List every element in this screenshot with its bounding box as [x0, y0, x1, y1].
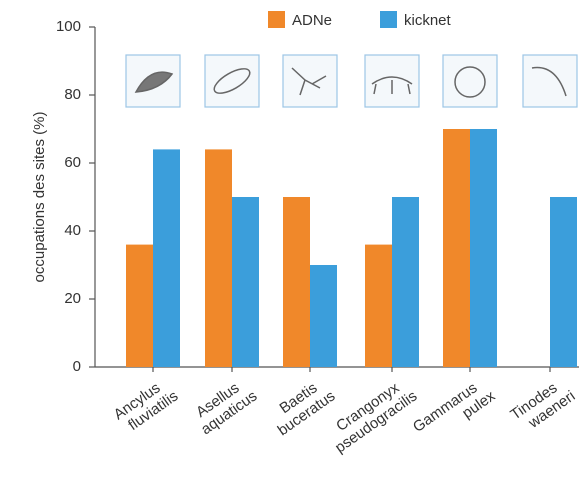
x-tick-label: Gammaruspulex — [410, 373, 499, 449]
bar — [153, 149, 180, 367]
x-tick-label: Tinodeswaeneri — [507, 374, 578, 438]
bar — [365, 244, 392, 367]
y-tick-label: 60 — [64, 154, 81, 171]
x-tick-label: Asellusaquaticus — [188, 374, 260, 439]
bar — [126, 244, 153, 367]
icon — [282, 54, 338, 108]
bar — [392, 197, 419, 367]
x-tick-label: Ancylusfluviatilis — [111, 374, 182, 438]
icon-drawing — [213, 68, 251, 94]
x-tick-label: Baetisbuceratus — [265, 374, 338, 440]
y-axis-label: occupations des sites (%) — [31, 112, 48, 283]
bar — [310, 265, 337, 367]
icon-drawing — [291, 67, 327, 96]
legend-label: kicknet — [404, 12, 452, 29]
y-tick-label: 40 — [64, 222, 81, 239]
icon — [522, 54, 578, 108]
icon — [204, 54, 260, 108]
legend-swatch — [380, 11, 397, 28]
y-tick-label: 0 — [73, 358, 81, 375]
x-tick-label: Crangonyxpseudogracilis — [322, 374, 420, 457]
y-tick-label: 20 — [64, 290, 81, 307]
icon-drawing — [531, 66, 567, 97]
bar — [283, 197, 310, 367]
icon-drawing — [134, 71, 174, 93]
bar — [443, 129, 470, 367]
bar — [232, 197, 259, 367]
icon-drawing — [371, 76, 413, 95]
icon-drawing — [454, 66, 486, 98]
icon — [442, 54, 498, 108]
bar — [550, 197, 577, 367]
bar — [205, 149, 232, 367]
y-tick-label: 100 — [56, 18, 81, 35]
species-icons — [125, 54, 578, 108]
y-tick-label: 80 — [64, 86, 81, 103]
legend-swatch — [268, 11, 285, 28]
bar — [470, 129, 497, 367]
legend-label: ADNe — [292, 12, 332, 29]
